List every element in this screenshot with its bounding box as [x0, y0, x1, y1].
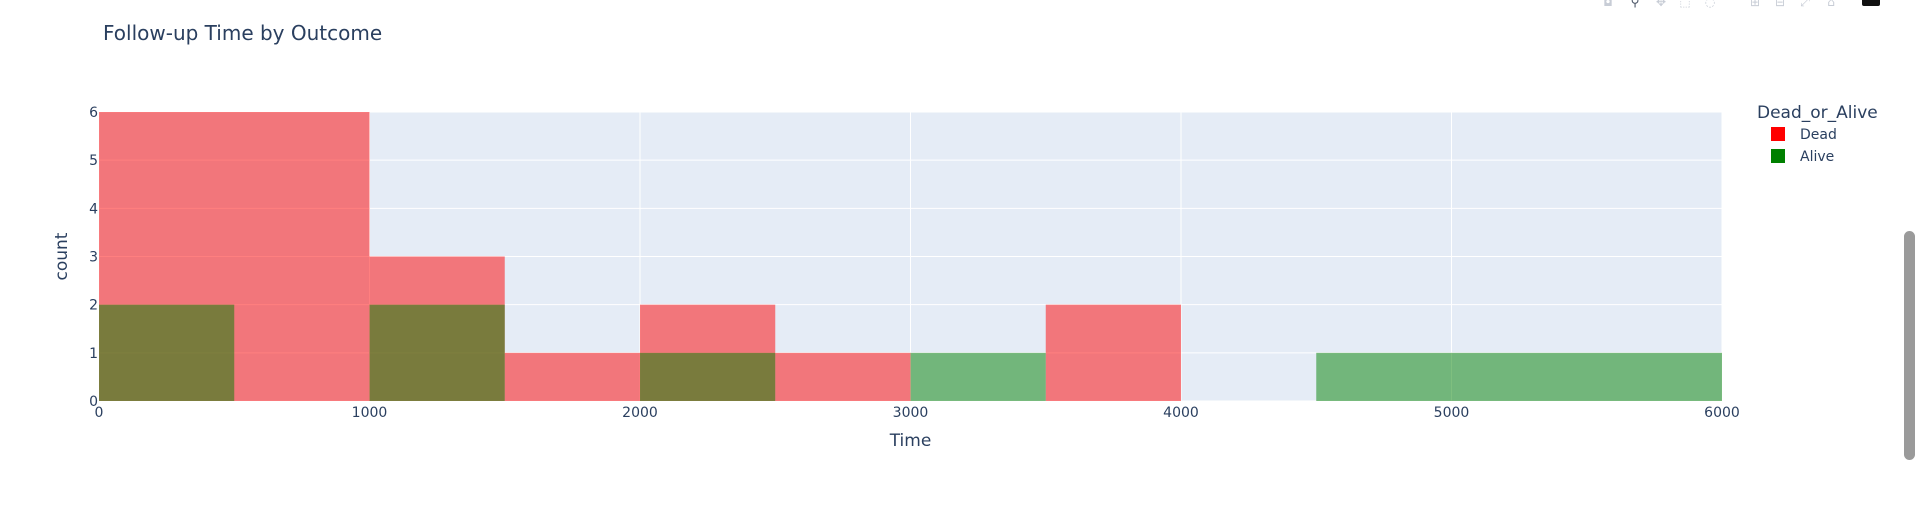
x-tick-label: 1000	[352, 405, 388, 421]
autoscale-icon[interactable]: ⤢	[1800, 0, 1810, 9]
y-axis-ticks: 0 1 2 3 4 5 6	[89, 105, 98, 410]
y-tick-label: 5	[89, 153, 98, 169]
x-axis-ticks: 0 1000 2000 3000 4000 5000 6000	[95, 405, 1740, 421]
bar-dead[interactable]	[504, 352, 640, 401]
y-tick-label: 2	[89, 298, 98, 314]
y-tick-label: 1	[89, 346, 98, 362]
x-axis-title: Time	[889, 431, 932, 451]
bar-dead[interactable]	[775, 352, 911, 401]
bar-alive[interactable]	[910, 352, 1046, 401]
legend-label-alive[interactable]: Alive	[1800, 149, 1834, 165]
legend-swatch-dead[interactable]	[1771, 127, 1785, 141]
pan-icon[interactable]: ✥	[1655, 0, 1667, 9]
x-tick-label: 4000	[1163, 405, 1199, 421]
y-tick-label: 6	[89, 105, 98, 121]
bar-dead[interactable]	[1045, 304, 1181, 401]
y-tick-label: 4	[89, 201, 98, 217]
x-tick-label: 6000	[1704, 405, 1740, 421]
x-tick-label: 2000	[622, 405, 658, 421]
legend: Dead_or_Alive Dead Alive	[1757, 103, 1878, 165]
scrollbar-thumb[interactable]	[1904, 231, 1915, 460]
y-tick-label: 0	[89, 394, 98, 410]
legend-label-dead[interactable]: Dead	[1800, 127, 1837, 143]
x-tick-label: 0	[95, 405, 104, 421]
zoom-in-icon[interactable]: ⊞	[1749, 0, 1761, 9]
bar-alive[interactable]	[99, 304, 235, 401]
x-tick-label: 5000	[1434, 405, 1470, 421]
legend-swatch-alive[interactable]	[1771, 149, 1785, 163]
zoom-icon[interactable]: ⚲	[1630, 0, 1640, 9]
y-tick-label: 3	[89, 250, 98, 266]
zoom-out-icon[interactable]: ⊟	[1774, 0, 1786, 9]
lasso-icon[interactable]: ◌	[1704, 0, 1716, 9]
bars	[99, 112, 1722, 401]
x-tick-label: 3000	[893, 405, 929, 421]
chart-title: Follow-up Time by Outcome	[103, 21, 382, 45]
bar-alive[interactable]	[640, 352, 776, 401]
bar-alive[interactable]	[1316, 352, 1722, 401]
y-axis-title: count	[52, 232, 72, 280]
box-select-icon[interactable]: ⬚	[1679, 0, 1691, 9]
bar-alive[interactable]	[369, 304, 505, 401]
plotly-logo-icon[interactable]	[1862, 0, 1880, 6]
reset-axes-icon[interactable]: ⌂	[1827, 0, 1835, 9]
legend-title: Dead_or_Alive	[1757, 103, 1878, 123]
modebar: ◘ ⚲ ✥ ⬚ ◌ ⊞ ⊟ ⤢ ⌂	[1585, 0, 1885, 10]
camera-icon[interactable]: ◘	[1603, 0, 1613, 9]
